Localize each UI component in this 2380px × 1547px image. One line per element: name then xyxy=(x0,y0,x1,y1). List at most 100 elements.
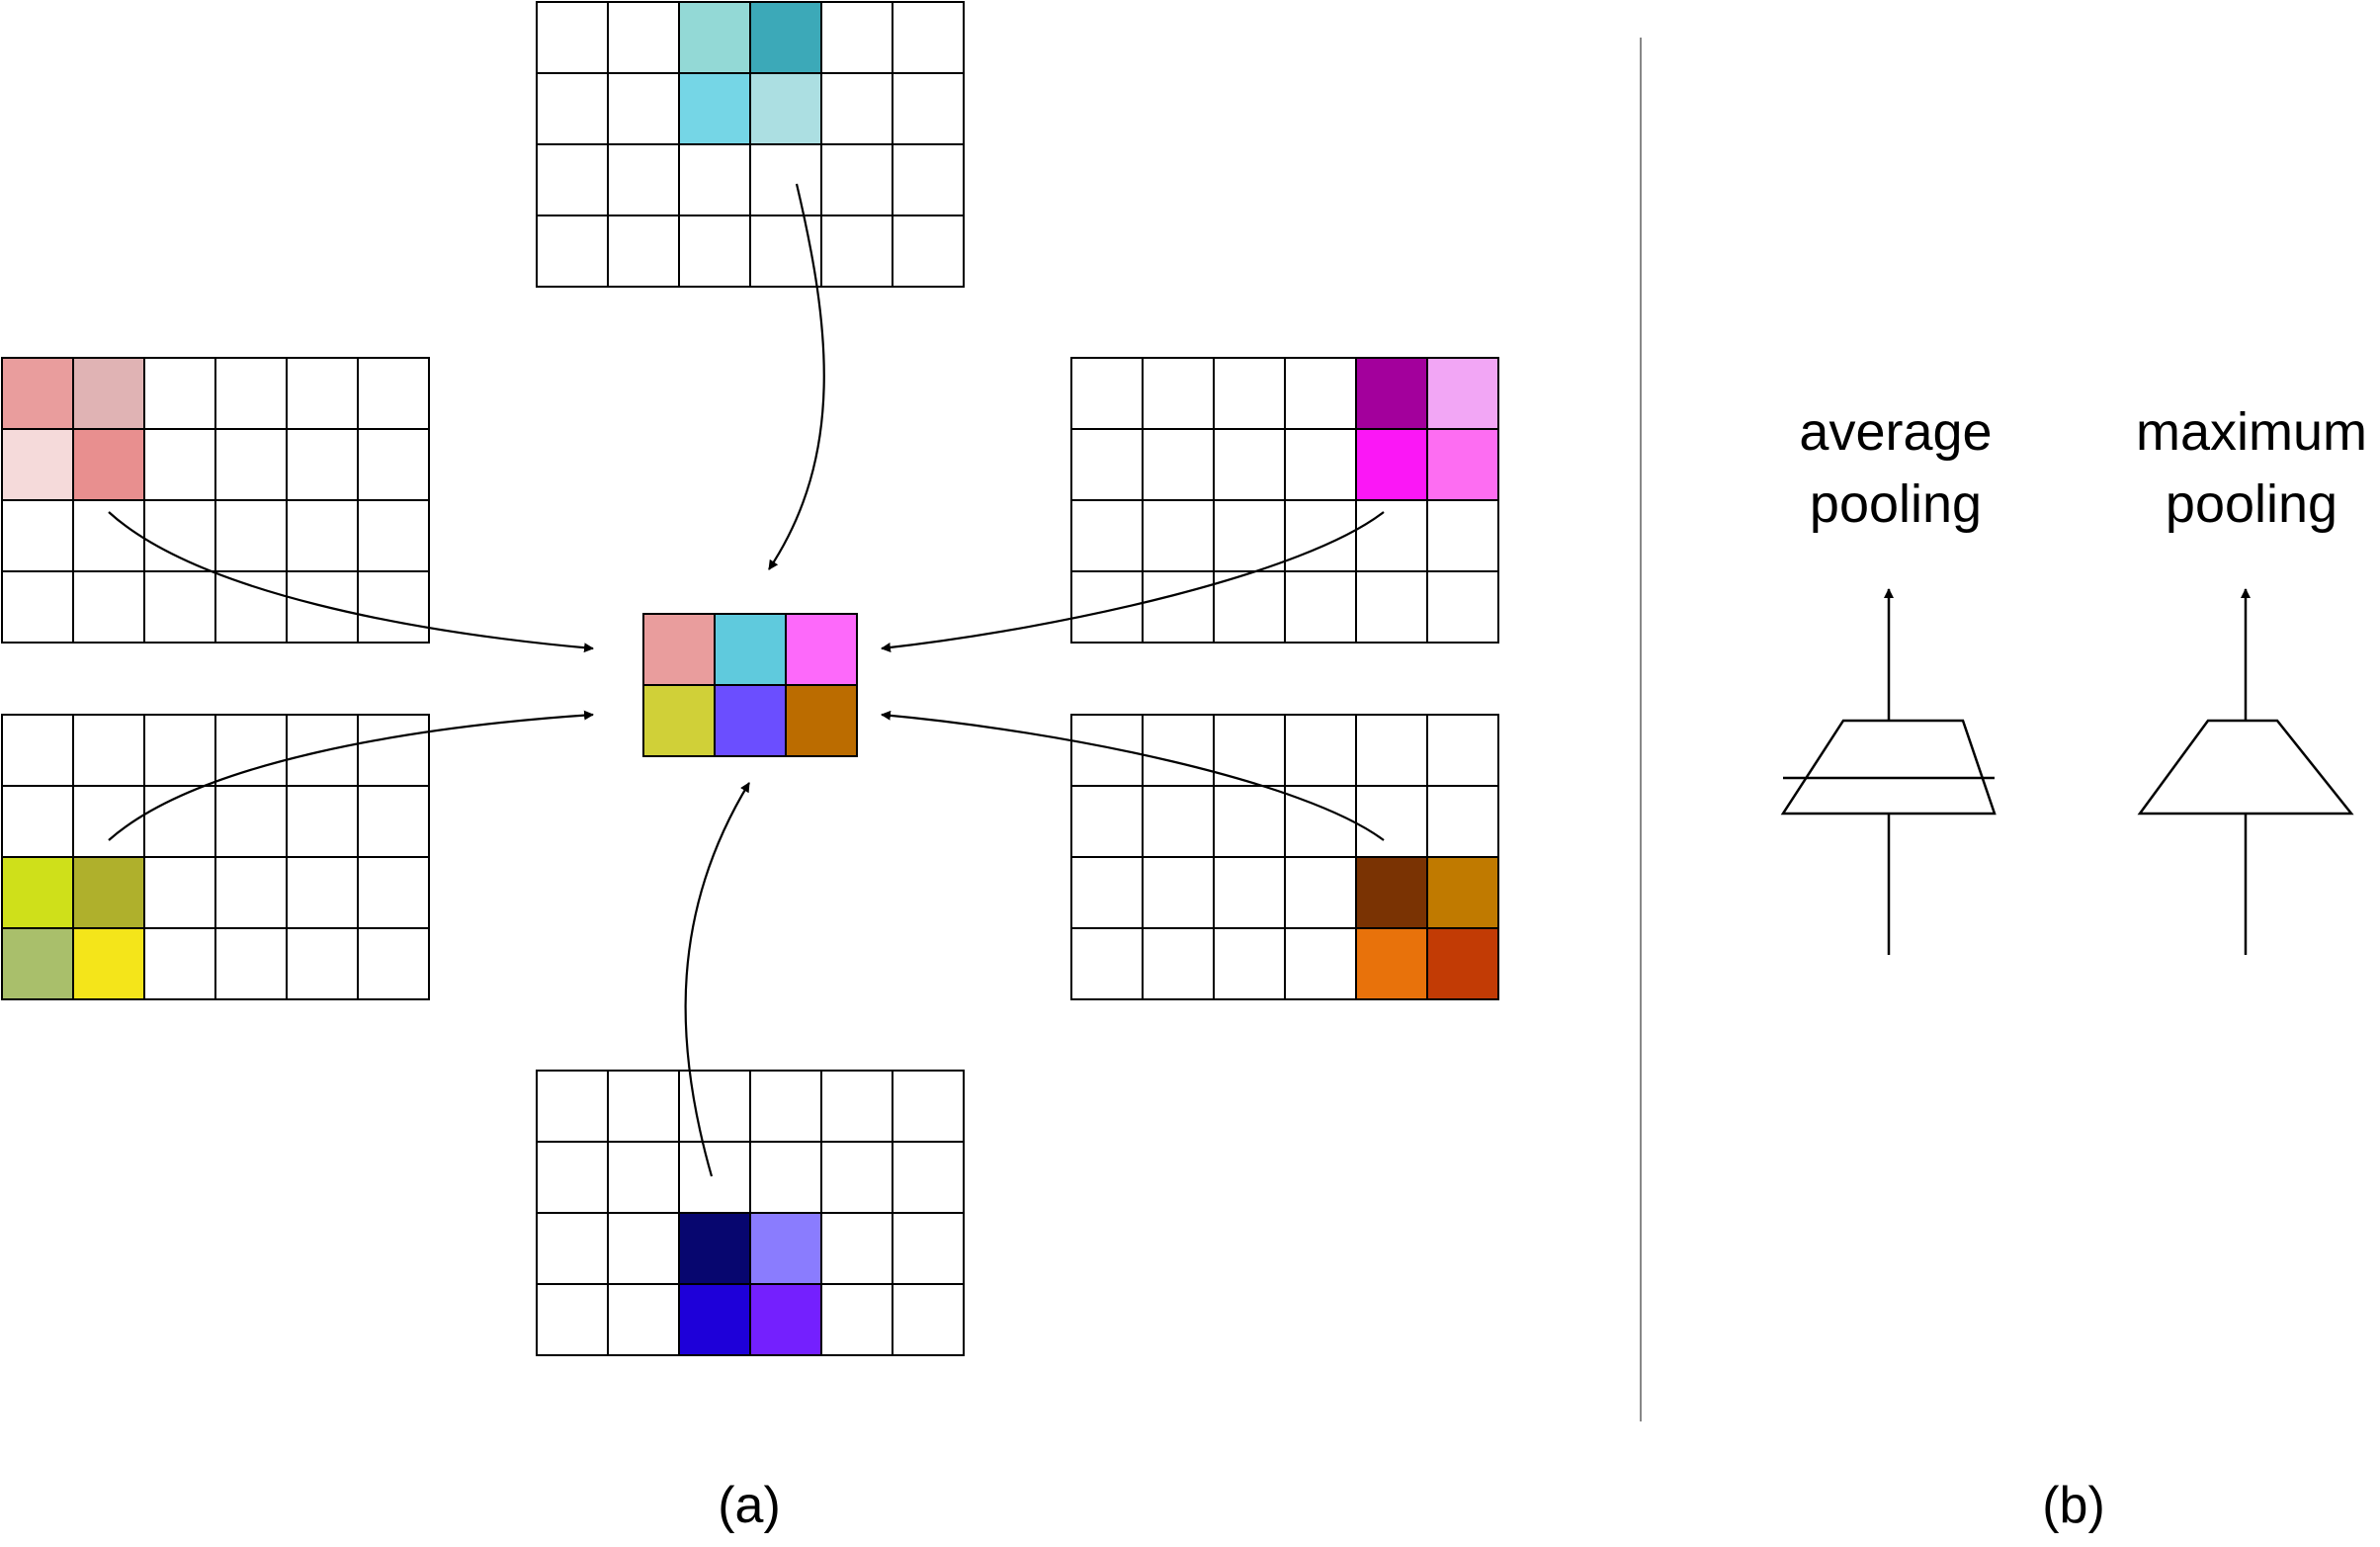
highlighted-cell xyxy=(749,1212,822,1285)
grid-cell xyxy=(1355,570,1428,644)
grid-cell xyxy=(678,143,751,216)
grid-cell xyxy=(286,785,359,858)
highlighted-cell xyxy=(678,1283,751,1356)
grid-cell xyxy=(1284,357,1357,430)
grid-cell xyxy=(820,143,893,216)
grid-cell xyxy=(1426,785,1499,858)
grid-cell xyxy=(357,499,430,572)
panel-a: (a) xyxy=(1,1,1499,1534)
highlighted-cell xyxy=(678,1,751,74)
grid-cell xyxy=(1213,357,1286,430)
grid-cell xyxy=(1070,714,1144,787)
grid-cell xyxy=(536,72,609,145)
highlighted-cell xyxy=(72,357,145,430)
grid-cell xyxy=(892,1070,965,1143)
grid-cell xyxy=(1284,714,1357,787)
grid-cell xyxy=(1213,428,1286,501)
grid-cell xyxy=(1213,785,1286,858)
grid-cell xyxy=(72,499,145,572)
grid-cell xyxy=(1284,856,1357,929)
highlighted-cell xyxy=(1355,428,1428,501)
grid-cell xyxy=(1142,856,1215,929)
grid-cell xyxy=(607,215,680,288)
grid-cell xyxy=(749,1070,822,1143)
grid-cell xyxy=(1284,428,1357,501)
grid-cell xyxy=(607,1,680,74)
pooled-output-cell xyxy=(785,684,858,757)
highlighted-cell xyxy=(1426,428,1499,501)
grid-cell xyxy=(357,428,430,501)
highlighted-cell xyxy=(1,428,74,501)
grid-cell xyxy=(678,1141,751,1214)
grid-cell xyxy=(1426,714,1499,787)
grid-cell xyxy=(536,143,609,216)
grid-cell xyxy=(286,856,359,929)
pooled-output-cell xyxy=(642,613,716,686)
grid-cell xyxy=(820,1283,893,1356)
pooling-arrows xyxy=(108,183,1385,1177)
grid-cell xyxy=(1,570,74,644)
feature-map-top-left xyxy=(1,357,430,644)
grid-cell xyxy=(72,714,145,787)
maximum-pooling-label-line1: maximum xyxy=(2136,402,2367,462)
grid-cell xyxy=(1355,785,1428,858)
feature-map-bottom-right xyxy=(1070,714,1499,1000)
highlighted-cell xyxy=(1,856,74,929)
feature-map-top-right xyxy=(1070,357,1499,644)
grid-cell xyxy=(72,570,145,644)
grid-cell xyxy=(1070,856,1144,929)
highlighted-cell xyxy=(1,927,74,1000)
grid-cell xyxy=(892,1,965,74)
grid-cell xyxy=(1142,570,1215,644)
highlighted-cell xyxy=(749,1283,822,1356)
grid-cell xyxy=(143,927,216,1000)
grid-cell xyxy=(536,1283,609,1356)
average-pooling-block: average pooling xyxy=(1780,402,1997,955)
highlighted-cell xyxy=(72,856,145,929)
grid-cell xyxy=(1,714,74,787)
grid-cell xyxy=(1213,927,1286,1000)
grid-cell xyxy=(820,1070,893,1143)
grid-cell xyxy=(357,570,430,644)
grid-cell xyxy=(1284,570,1357,644)
grid-cell xyxy=(286,428,359,501)
grid-cell xyxy=(607,1141,680,1214)
pooled-output-cell xyxy=(714,684,787,757)
grid-cell xyxy=(749,1141,822,1214)
grid-cell xyxy=(357,927,430,1000)
grid-cell xyxy=(1426,499,1499,572)
highlighted-cell xyxy=(1355,927,1428,1000)
grid-cell xyxy=(1213,499,1286,572)
maximum-pooling-icon xyxy=(2137,588,2354,955)
grid-cell xyxy=(892,143,965,216)
grid-cell xyxy=(536,1141,609,1214)
maximum-pooling-label-line2: pooling xyxy=(2166,474,2338,534)
highlighted-cell xyxy=(72,428,145,501)
average-pooling-label-line2: pooling xyxy=(1810,474,1982,534)
grid-cell xyxy=(1355,714,1428,787)
grid-cell xyxy=(820,1,893,74)
grid-cell xyxy=(214,714,288,787)
grid-cell xyxy=(286,357,359,430)
grid-cell xyxy=(1070,428,1144,501)
pooled-output-cell xyxy=(785,613,858,686)
grid-cell xyxy=(1142,428,1215,501)
grid-cell xyxy=(607,1070,680,1143)
arrow-from-top xyxy=(768,183,825,570)
grid-cell xyxy=(749,143,822,216)
maximum-pooling-block: maximum pooling xyxy=(2136,402,2367,955)
grid-cell xyxy=(892,1141,965,1214)
arrow-from-bottom-right xyxy=(881,710,1385,841)
grid-cell xyxy=(143,570,216,644)
grid-cell xyxy=(1142,357,1215,430)
feature-map-top xyxy=(536,1,965,288)
grid-cell xyxy=(1070,785,1144,858)
arrow-from-bottom-left xyxy=(108,710,594,841)
grid-cell xyxy=(214,785,288,858)
panel-b-caption: (b) xyxy=(2042,1477,2105,1534)
grid-cell xyxy=(143,428,216,501)
grid-cell xyxy=(1142,714,1215,787)
highlighted-cell xyxy=(72,927,145,1000)
highlighted-cell xyxy=(1426,927,1499,1000)
